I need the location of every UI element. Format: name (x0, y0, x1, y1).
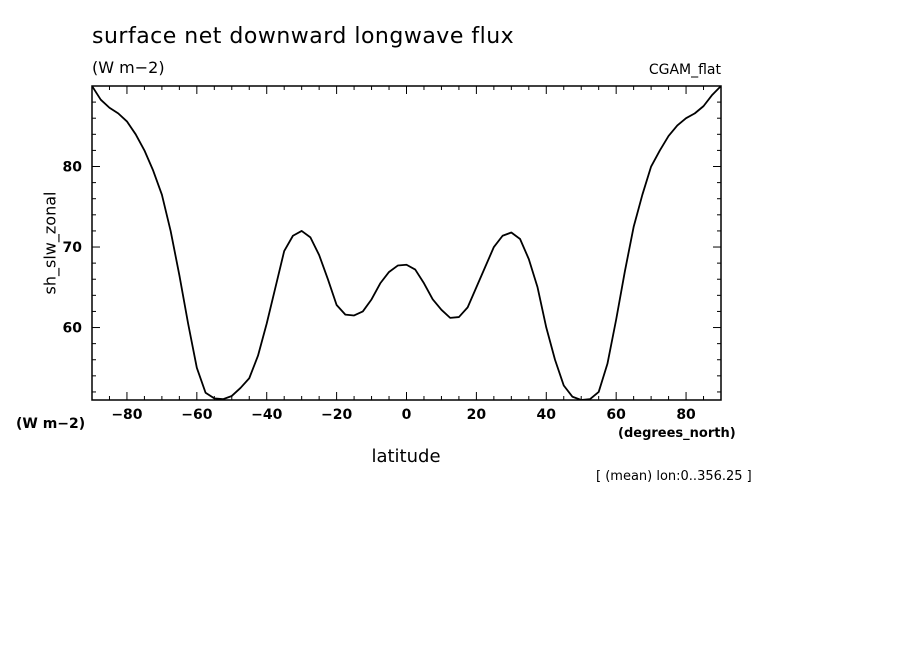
y-tick-labels: 60 70 80 (63, 160, 83, 337)
y-axis-units: (W m−2) (16, 416, 86, 432)
axis-ticks (91, 85, 722, 400)
x-tick-label: −60 (181, 407, 212, 423)
x-tick-label: 0 (402, 407, 412, 423)
chart-units: (W m−2) (92, 58, 165, 77)
x-tick-label: 20 (467, 407, 487, 423)
series-line (92, 86, 721, 400)
x-axis-units: (degrees_north) (618, 426, 736, 441)
x-tick-label: −40 (251, 407, 282, 423)
x-tick-label: −20 (321, 407, 352, 423)
x-axis-label: latitude (371, 446, 441, 467)
chart-title: surface net downward longwave flux (92, 24, 515, 49)
averaging-note: [ (mean) lon:0..356.25 ] (596, 469, 752, 484)
y-tick-label: 80 (63, 160, 83, 176)
x-tick-labels: −80 −60 −40 −20 0 20 40 60 80 (111, 407, 696, 423)
x-tick-label: 60 (606, 407, 626, 423)
y-tick-label: 60 (63, 321, 83, 337)
x-tick-label: 40 (537, 407, 557, 423)
x-tick-label: 80 (676, 407, 696, 423)
dataset-label: CGAM_flat (648, 62, 721, 78)
x-tick-label: −80 (111, 407, 142, 423)
y-tick-label: 70 (63, 240, 83, 256)
plot-frame (91, 85, 722, 401)
